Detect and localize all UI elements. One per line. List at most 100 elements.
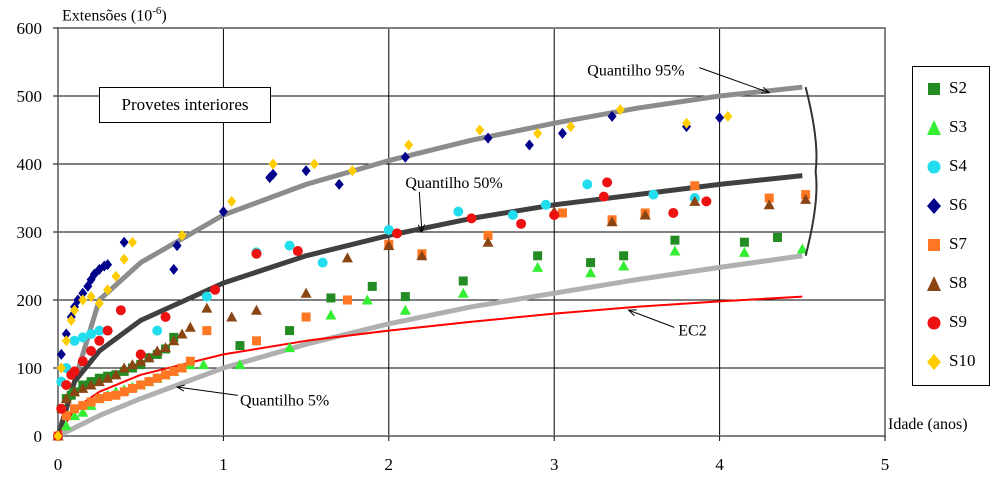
legend-item-s6: S6 [913,188,991,224]
data-point [739,237,749,247]
data-point [557,127,567,139]
data-point [383,224,394,235]
data-point [94,325,105,336]
data-point [342,295,352,305]
data-point [334,178,344,190]
data-point [251,248,262,259]
annotation-arrow [177,386,239,396]
data-point [73,294,83,306]
data-point [648,189,659,200]
legend-marker [928,83,940,95]
annotation-arrow [699,67,770,94]
data-point [226,311,238,322]
data-point [715,112,725,124]
data-point [738,246,750,257]
data-point [94,394,104,404]
annotation-arrowhead [417,224,425,234]
data-point [185,356,195,366]
data-point [152,325,163,336]
data-point [69,410,81,421]
y-axis: 0 100 200 300 400 500 600 [17,19,58,446]
data-point [151,345,163,356]
data-point [326,293,336,303]
data-point [458,276,468,286]
data-point [453,206,464,217]
data-point [227,195,237,207]
data-point [77,332,88,343]
legend-marker [927,120,941,135]
data-point [177,229,187,241]
data-point [169,366,179,376]
data-point [210,284,221,295]
data-point [532,261,544,272]
legend-item-s2: S2 [913,71,991,107]
data-point [161,370,171,380]
data-point [198,359,210,370]
x-tick-label: 5 [881,455,890,474]
data-point [118,362,130,373]
data-point [533,251,543,261]
data-point [540,199,551,210]
data-point [119,253,129,265]
data-point [309,158,319,170]
data-point [723,110,733,122]
x-tick-label: 2 [385,455,394,474]
data-point [482,236,494,247]
data-point [135,355,147,366]
data-point [701,196,712,207]
y-axis-label: Extensões (10-6) [62,5,167,25]
data-point [177,363,187,373]
y-tick-label: 400 [17,155,43,174]
data-point [325,309,337,320]
legend-label: S9 [949,312,967,331]
data-point [367,281,377,291]
series-s9 [53,177,712,441]
data-point [111,270,121,282]
data-point [61,335,71,347]
annotation-label: EC2 [678,322,706,339]
data-point [66,314,76,326]
data-point [292,246,303,257]
data-point [566,121,576,133]
annotation-arrow [628,309,675,328]
legend-item-s8: S8 [913,266,991,302]
data-point [201,302,213,313]
legend-item-s10: S10 [913,344,991,380]
data-point [61,411,71,421]
data-point [144,377,154,387]
data-point [669,245,681,256]
data-point [160,312,171,322]
data-point [60,393,72,404]
data-point [56,348,66,360]
data-point [466,213,477,224]
data-point [533,127,543,139]
data-point [78,294,88,306]
data-point [549,210,560,220]
legend-label: S8 [949,273,967,292]
data-point [399,304,411,315]
data-point [85,379,97,390]
data-point [404,139,414,151]
data-point [284,342,296,353]
data-point [585,267,597,278]
data-point [135,349,146,360]
data-point [61,380,72,390]
legend-item-s3: S3 [913,110,991,146]
data-point [94,335,105,346]
data-point [56,403,67,414]
data-point [86,329,97,339]
data-point [69,366,80,377]
legend-marker [927,160,941,174]
chart-label-box: Provetes interiores [99,87,271,123]
data-point [763,199,775,210]
data-point [93,376,105,387]
x-tick-label: 4 [715,455,724,474]
data-point [341,252,353,263]
data-point [764,193,774,203]
series-s10 [53,104,733,442]
data-point [69,335,80,346]
data-point [285,326,295,336]
data-point [86,397,96,407]
legend-item-s9: S9 [913,305,991,341]
data-point [70,304,80,316]
